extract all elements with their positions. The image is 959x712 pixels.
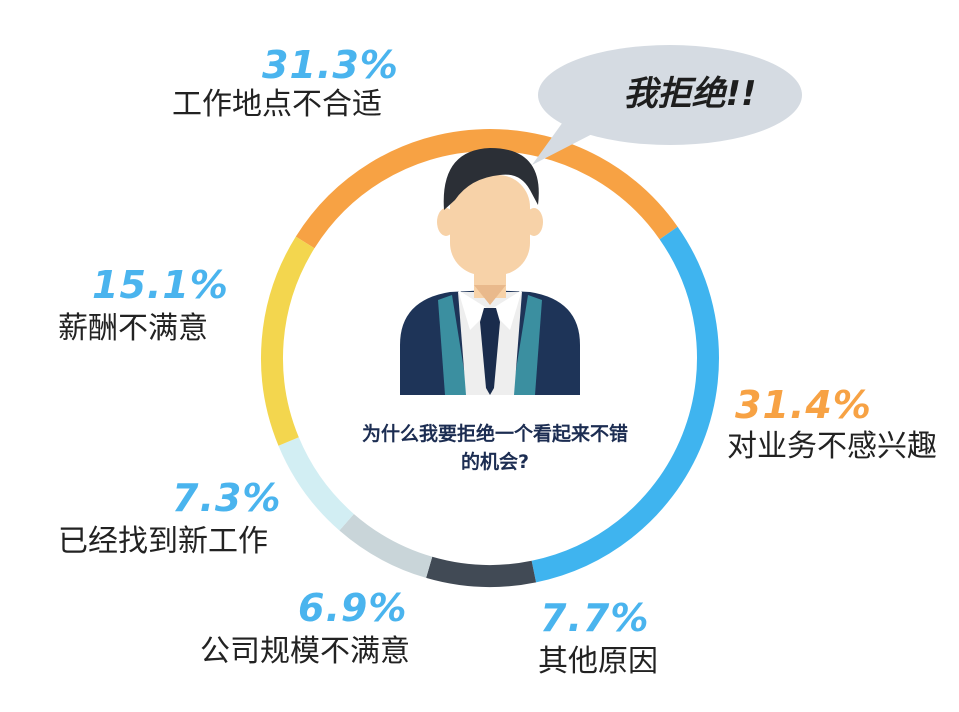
shirt-collar-right	[490, 290, 522, 330]
slice-business-interest	[531, 226, 719, 583]
neck-shadow	[474, 285, 506, 305]
speech-bubble-text: 我拒绝!!	[623, 74, 757, 114]
pct-label-business-interest: 31.4%	[735, 383, 872, 427]
category-label-company-size: 公司规模不满意	[200, 634, 410, 669]
speech-bubble-tail	[532, 115, 600, 165]
slice-salary	[261, 236, 315, 446]
slice-company-size	[339, 513, 433, 578]
pct-label-work-location: 31.3%	[262, 43, 399, 87]
category-label-new-job: 已经找到新工作	[58, 524, 268, 559]
center-question: 为什么我要拒绝一个看起来不错的机会?	[361, 423, 628, 473]
donut-slices	[261, 129, 719, 587]
speech-bubble-body	[538, 45, 802, 145]
businessman-avatar	[400, 148, 580, 395]
slice-work-location	[295, 129, 678, 249]
category-label-business-interest: 对业务不感兴趣	[727, 429, 937, 464]
slice-other	[426, 556, 537, 587]
left-lapel	[438, 295, 468, 395]
face	[450, 175, 530, 275]
pct-label-company-size: 6.9%	[298, 586, 408, 630]
slice-new-job	[278, 437, 355, 531]
category-label-salary: 薪酬不满意	[58, 311, 208, 346]
hair	[443, 148, 539, 210]
pct-label-salary: 15.1%	[92, 263, 229, 307]
right-lapel	[512, 295, 542, 395]
tie	[480, 308, 500, 395]
category-label-other: 其他原因	[538, 644, 658, 679]
pct-label-other: 7.7%	[540, 596, 650, 640]
shirt-collar-left	[458, 290, 490, 330]
pct-label-new-job: 7.3%	[172, 476, 282, 520]
category-label-work-location: 工作地点不合适	[172, 87, 382, 122]
speech-bubble	[532, 45, 802, 165]
